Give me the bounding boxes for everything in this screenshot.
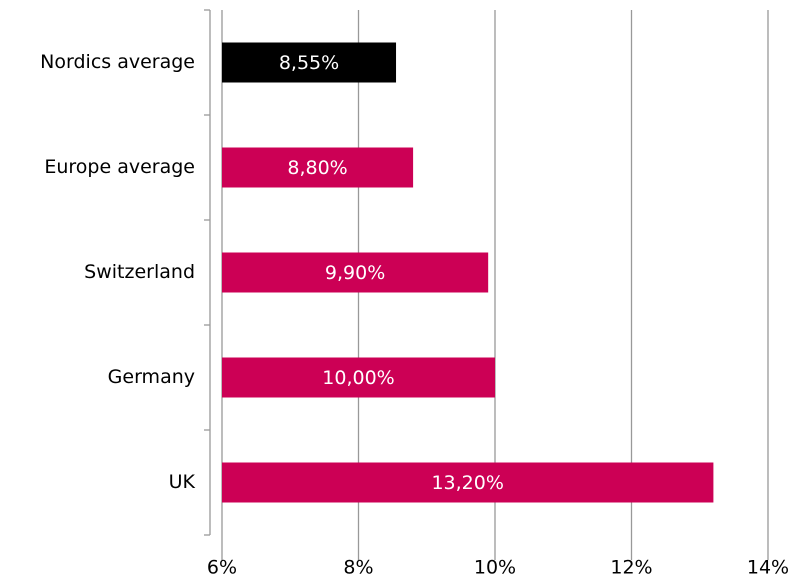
bar [222, 147, 414, 188]
y-tick-label: Switzerland [84, 261, 195, 283]
bar [222, 42, 397, 83]
value-label: 10,00% [322, 367, 394, 389]
y-tick-label: UK [169, 471, 196, 493]
value-label: 9,90% [325, 262, 385, 284]
x-tick-label: 6% [207, 557, 237, 579]
value-label: 8,55% [279, 52, 339, 74]
value-label: 8,80% [287, 157, 347, 179]
value-label: 13,20% [431, 472, 503, 494]
bar [222, 252, 489, 293]
bar [222, 462, 714, 503]
bar [222, 357, 495, 398]
y-tick-label: Europe average [44, 156, 195, 178]
x-tick-label: 12% [610, 557, 652, 579]
x-tick-label: 14% [747, 557, 789, 579]
x-tick-label: 8% [343, 557, 373, 579]
y-tick-label: Nordics average [40, 51, 195, 73]
x-tick-label: 10% [474, 557, 516, 579]
y-tick-label: Germany [108, 366, 195, 388]
